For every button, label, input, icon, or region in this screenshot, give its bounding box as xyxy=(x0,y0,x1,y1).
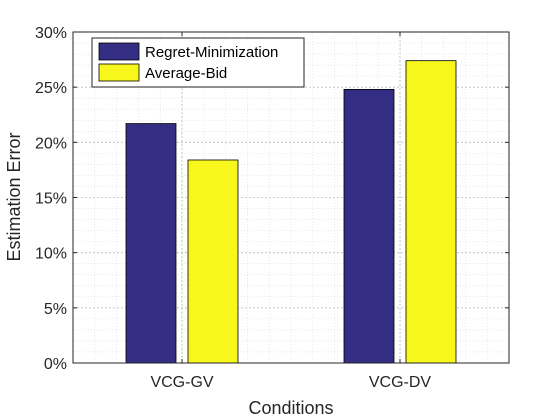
x-axis-title: Conditions xyxy=(248,398,333,418)
x-tick-label: VCG-DV xyxy=(369,374,432,391)
y-tick-label: 20% xyxy=(35,135,67,152)
bar-average-bid-vcg-gv xyxy=(187,159,239,364)
y-tick-label: 10% xyxy=(35,246,67,263)
legend-label: Regret-Minimization xyxy=(145,44,278,61)
legend: Regret-Minimization Average-Bid xyxy=(91,37,305,88)
y-axis-ticks: 0% 5% 10% 15% 20% 25% 30% xyxy=(35,25,509,373)
legend-swatch xyxy=(98,42,140,61)
y-axis-title: Estimation Error xyxy=(4,132,24,261)
y-tick-label: 15% xyxy=(35,191,67,208)
bar-regret-minimization-vcg-gv xyxy=(125,123,177,364)
y-tick-label: 5% xyxy=(44,301,67,318)
y-tick-label: 25% xyxy=(35,80,67,97)
y-tick-label: 30% xyxy=(35,25,67,42)
legend-label: Average-Bid xyxy=(145,65,227,82)
legend-swatch xyxy=(98,63,140,82)
y-tick-label: 0% xyxy=(44,356,67,373)
bar-average-bid-vcg-dv xyxy=(405,60,457,364)
x-tick-label: VCG-GV xyxy=(150,374,213,391)
x-axis-ticks: VCG-GV VCG-DV xyxy=(150,32,431,391)
bars xyxy=(125,60,457,364)
bar-regret-minimization-vcg-dv xyxy=(343,88,395,364)
